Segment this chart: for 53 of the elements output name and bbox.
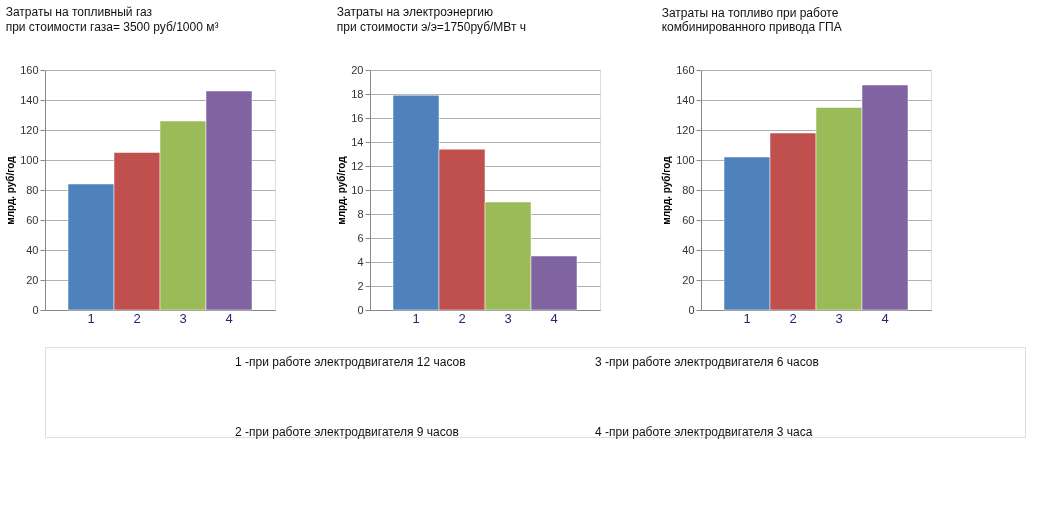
text: 2 -при работе электродвигателя 9 часов	[235, 425, 459, 439]
y-axis-title: млрд. руб/год	[336, 155, 348, 225]
x-tick-label: 2	[458, 310, 466, 326]
chart-title: Затраты на топливный газ	[5, 5, 153, 19]
x-tick-label: 4	[881, 310, 889, 326]
x-tick-label: 1	[412, 310, 420, 326]
y-tick-label: 40	[26, 243, 39, 256]
y-axis-title: млрд. руб/год	[5, 155, 17, 225]
y-tick-label: 80	[26, 183, 39, 196]
y-axis-title: млрд. руб/год	[661, 155, 673, 225]
y-tick-label: 140	[676, 93, 695, 106]
y-tick-label: 100	[676, 153, 695, 166]
y-tick-label: 16	[351, 111, 364, 124]
y-tick-label: 0	[32, 303, 39, 316]
x-tick-label: 4	[225, 310, 233, 326]
y-tick-label: 160	[20, 63, 39, 76]
y-tick-label: 120	[676, 123, 695, 136]
y-tick-label: 10	[351, 183, 364, 196]
text: 1 -при работе электродвигателя 12 часов	[235, 355, 466, 369]
x-tick-label: 4	[550, 310, 558, 326]
y-tick-label: 60	[26, 213, 39, 226]
y-tick-label: 60	[682, 213, 695, 226]
y-tick-label: 40	[682, 243, 695, 256]
x-tick-label: 3	[179, 310, 187, 326]
chart-title: Затраты на топливо при работе комбинированного привода ГПА	[661, 6, 842, 34]
y-tick-label: 0	[357, 303, 364, 316]
x-tick-label: 3	[835, 310, 843, 326]
chart-title: Затраты на электроэнергию	[336, 5, 494, 19]
y-tick-label: 140	[20, 93, 39, 106]
chart-subtitle: при стоимости э/э=1750руб/МВт ч	[336, 20, 527, 34]
y-tick-label: 2	[357, 279, 364, 292]
y-tick-label: 20	[682, 273, 695, 286]
y-tick-label: 8	[357, 207, 364, 220]
y-tick-label: 18	[351, 87, 364, 100]
y-tick-label: 4	[357, 255, 364, 268]
chart-subtitle: при стоимости газа= 3500 руб/1000 м³	[5, 20, 219, 34]
y-tick-label: 20	[26, 273, 39, 286]
y-tick-label: 20	[351, 63, 364, 76]
text: 4 -при работе электродвигателя 3 часа	[595, 425, 813, 439]
x-tick-label: 1	[743, 310, 751, 326]
y-tick-label: 80	[682, 183, 695, 196]
text: 3 -при работе электродвигателя 6 часов	[595, 355, 819, 369]
y-tick-label: 0	[688, 303, 695, 316]
y-tick-label: 160	[676, 63, 695, 76]
x-tick-label: 2	[789, 310, 797, 326]
y-tick-label: 12	[351, 159, 364, 172]
y-tick-label: 100	[20, 153, 39, 166]
x-tick-label: 3	[504, 310, 512, 326]
y-tick-label: 14	[351, 135, 364, 148]
x-tick-label: 1	[87, 310, 95, 326]
y-tick-label: 120	[20, 123, 39, 136]
x-tick-label: 2	[133, 310, 141, 326]
y-tick-label: 6	[357, 231, 364, 244]
